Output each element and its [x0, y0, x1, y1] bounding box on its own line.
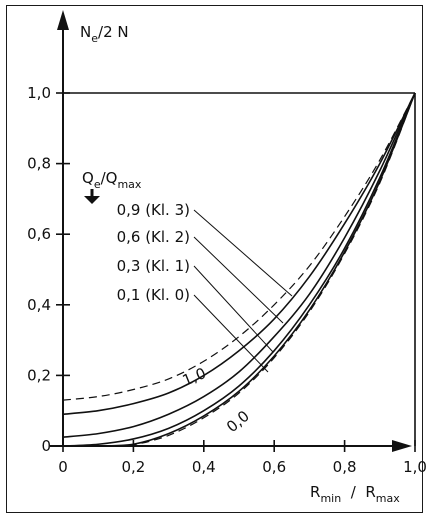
y-axis-arrow	[57, 10, 69, 30]
series-line-5	[115, 92, 416, 447]
x-tick-label: 0,6	[262, 458, 286, 476]
curve-label-1: 0,6 (Kl. 2)	[117, 228, 190, 246]
curve-label-3: 0,1 (Kl. 0)	[117, 286, 190, 304]
leader-line-0	[193, 209, 293, 297]
y-tick-label: 0,2	[27, 366, 51, 384]
legend-header: Qe/Qmax	[82, 169, 142, 191]
x-tick-label: 1,0	[403, 458, 427, 476]
curve-label-0-0: 0,0	[223, 407, 253, 436]
x-axis-arrow	[392, 440, 412, 452]
series-line-4	[98, 92, 416, 447]
curve-label-1-0: 1,0	[180, 364, 209, 390]
x-tick-label: 0,2	[121, 458, 145, 476]
leader-line-1	[193, 236, 284, 324]
y-tick-label: 0,6	[27, 225, 51, 243]
x-tick-label: 0,8	[333, 458, 357, 476]
series-line-2	[62, 92, 416, 438]
series-line-3	[62, 92, 416, 447]
curve-label-2: 0,3 (Kl. 1)	[117, 257, 190, 275]
x-tick-label: 0	[58, 458, 68, 476]
leader-line-2	[193, 265, 274, 353]
y-axis-label: Ne/2 N	[80, 23, 129, 45]
y-tick-label: 0,4	[27, 296, 51, 314]
y-tick-label: 0	[41, 437, 51, 455]
series-line-1	[62, 92, 416, 416]
y-tick-label: 0,8	[27, 155, 51, 173]
figure-frame	[6, 5, 423, 513]
x-axis-label: Rmin / Rmax	[310, 483, 400, 505]
y-tick-label: 1,0	[27, 84, 51, 102]
legend-arrow-icon	[84, 189, 100, 204]
series-line-0	[62, 92, 416, 401]
curve-label-0: 0,9 (Kl. 3)	[117, 201, 190, 219]
leader-line-3	[193, 294, 269, 373]
x-tick-label: 0,4	[192, 458, 216, 476]
